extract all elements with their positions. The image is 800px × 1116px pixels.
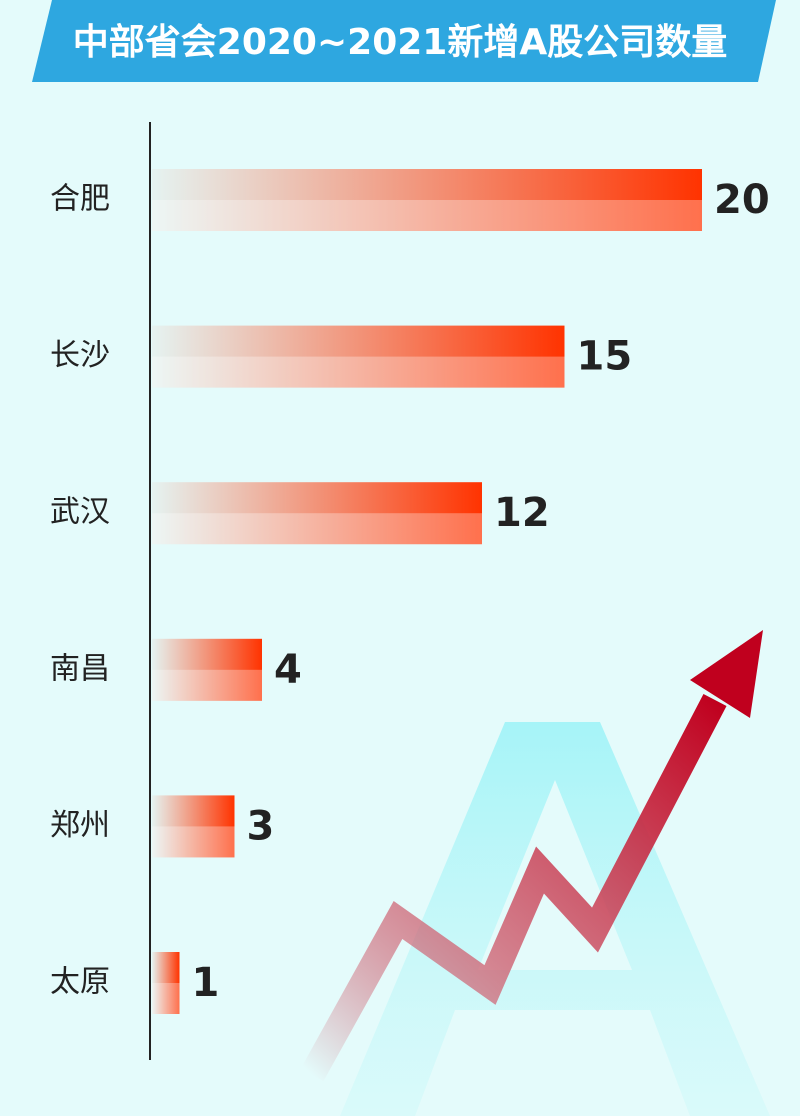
bar: [152, 325, 565, 388]
bar: [152, 638, 262, 701]
decor-arrowhead: [690, 630, 763, 718]
bar-shade: [152, 983, 180, 1014]
category-label: 郑州: [50, 808, 110, 843]
chart-title: 中部省会2020~2021新增A股公司数量: [73, 22, 727, 63]
bar-shade: [152, 826, 235, 858]
category-label: 长沙: [50, 338, 110, 373]
bar: [152, 482, 482, 545]
value-label: 1: [192, 960, 220, 1006]
value-label: 15: [577, 334, 633, 380]
bar: [152, 795, 235, 858]
decor-arrow: [300, 693, 727, 1082]
bar: [152, 169, 702, 231]
bar-shade: [152, 513, 482, 545]
bar-shade: [152, 200, 702, 231]
decor-letter: [340, 722, 770, 1116]
category-label: 武汉: [50, 495, 110, 530]
value-label: 3: [247, 803, 275, 849]
category-label: 南昌: [50, 651, 110, 686]
category-label: 太原: [50, 965, 110, 1000]
category-label: 合肥: [50, 182, 110, 217]
value-label: 20: [714, 177, 770, 223]
bar: [152, 952, 180, 1014]
bar-shade: [152, 669, 262, 701]
value-label: 4: [274, 647, 302, 693]
title-banner: [32, 0, 776, 82]
value-label: 12: [494, 490, 550, 536]
bar-shade: [152, 356, 565, 388]
